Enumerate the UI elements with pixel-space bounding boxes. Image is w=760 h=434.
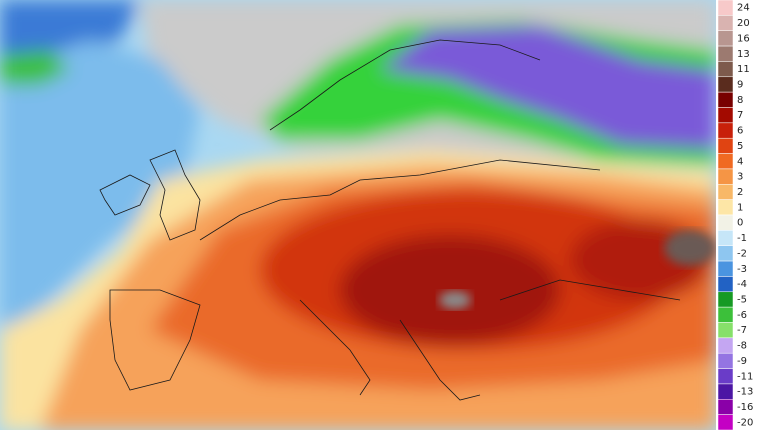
colorbar-swatch [717, 368, 734, 385]
colorbar-label: -9 [737, 356, 747, 367]
colorbar: 24 20 16 13 11 9 8 7 6 5 4 3 2 1 0 -1 -2 -3 -4 -5 -6 -7 -8 -9 -1… [717, 0, 753, 431]
colorbar-label: 24 [737, 3, 750, 14]
colorbar-swatch [717, 91, 734, 108]
colorbar-label: -2 [737, 248, 747, 259]
colorbar-swatch [717, 306, 734, 323]
colorbar-swatch [717, 383, 734, 400]
colorbar-label: -3 [737, 264, 747, 275]
colorbar-swatch [717, 30, 734, 47]
colorbar-swatch [717, 399, 734, 415]
colorbar-swatch [717, 199, 734, 216]
colorbar-swatch [717, 15, 734, 31]
colorbar-label: 20 [737, 18, 750, 29]
colorbar-swatch [717, 122, 734, 139]
colorbar-label: 7 [737, 110, 743, 121]
colorbar-label: -16 [737, 402, 753, 413]
colorbar-swatch [717, 337, 734, 354]
colorbar-swatch [717, 214, 734, 231]
colorbar-label: -11 [737, 371, 753, 382]
colorbar-label: 0 [737, 218, 743, 229]
colorbar-label: -20 [737, 417, 753, 428]
colorbar-swatch [717, 184, 734, 200]
colorbar-label: 6 [737, 126, 743, 137]
colorbar-label: 1 [737, 202, 743, 213]
colorbar-swatch [717, 168, 734, 185]
colorbar-label: 2 [737, 187, 743, 198]
colorbar-label: 4 [737, 156, 743, 167]
colorbar-swatch [717, 230, 734, 246]
colorbar-swatch [717, 137, 734, 154]
colorbar-swatch [717, 414, 734, 431]
colorbar-label: 5 [737, 141, 743, 152]
colorbar-label: -6 [737, 310, 747, 321]
colorbar-swatch [717, 0, 734, 16]
colorbar-swatch [717, 45, 734, 62]
colorbar-label: 16 [737, 33, 750, 44]
colorbar-swatch [717, 260, 734, 277]
colorbar-swatch [717, 61, 734, 78]
colorbar-label: 8 [737, 95, 743, 106]
colorbar-swatch [717, 352, 734, 369]
coastlines [99, 39, 681, 401]
colorbar-label: -7 [737, 325, 747, 336]
colorbar-swatch [717, 276, 734, 293]
colorbar-swatch [717, 322, 734, 339]
colorbar-label: 13 [737, 49, 750, 60]
colorbar-label: 3 [737, 172, 743, 183]
colorbar-swatch [717, 291, 734, 308]
anomaly-map [0, 0, 716, 430]
colorbar-label: -8 [737, 341, 747, 352]
colorbar-label: 11 [737, 64, 750, 75]
colorbar-label: -4 [737, 279, 747, 290]
colorbar-swatch [717, 245, 734, 262]
colorbar-label: -1 [737, 233, 747, 244]
colorbar-label: -5 [737, 294, 747, 305]
colorbar-swatch [717, 107, 734, 124]
colorbar-label: 9 [737, 79, 743, 90]
colorbar-swatch [717, 153, 734, 170]
colorbar-label: -13 [737, 387, 753, 398]
colorbar-swatch [717, 76, 734, 93]
